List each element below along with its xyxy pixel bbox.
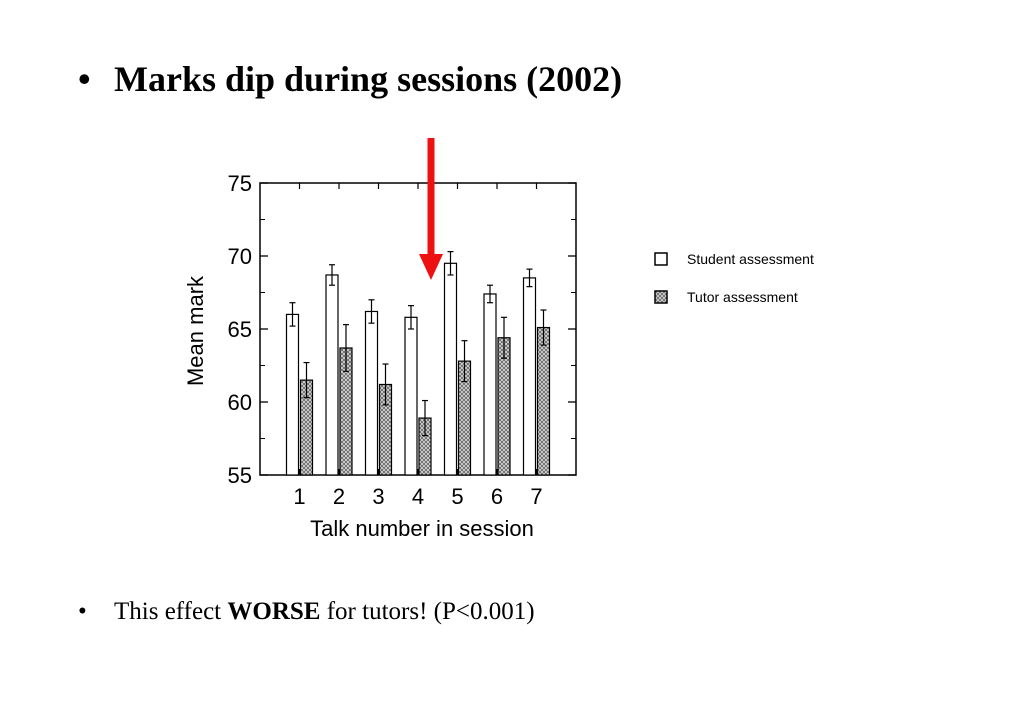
x-tick-label: 5	[451, 484, 463, 509]
slide-title: Marks dip during sessions (2002)	[114, 59, 623, 99]
x-axis-label: Talk number in session	[310, 516, 534, 541]
x-tick-label: 7	[530, 484, 542, 509]
note-bullet: • This effect WORSE for tutors! (P<0.001…	[78, 598, 535, 626]
x-tick-label: 3	[372, 484, 384, 509]
legend-swatch-tutor	[654, 290, 668, 304]
legend-label-tutor: Tutor assessment	[687, 289, 798, 305]
bar-student	[443, 262, 458, 476]
bullet-marker: •	[78, 598, 87, 625]
title-bullet: • Marks dip during sessions (2002)	[78, 58, 622, 100]
x-tick-label: 4	[412, 484, 424, 509]
y-axis-label: Mean mark	[183, 275, 208, 386]
y-tick-label: 70	[228, 244, 252, 269]
bar-student	[404, 316, 418, 476]
note-prefix: This effect	[114, 598, 228, 625]
legend-swatch-student	[654, 252, 668, 266]
note-suffix: for tutors! (P<0.001)	[320, 598, 535, 625]
x-tick-label: 1	[293, 484, 305, 509]
x-tick-label: 2	[333, 484, 345, 509]
x-tick-label: 6	[491, 484, 503, 509]
bar-student	[483, 293, 497, 476]
highlight-arrow	[419, 138, 443, 280]
bar-student	[522, 277, 537, 476]
y-tick-label: 55	[228, 463, 252, 488]
note-text: This effect WORSE for tutors! (P<0.001)	[114, 598, 535, 626]
bar-tutor	[536, 326, 551, 476]
bullet-marker: •	[78, 59, 91, 99]
chart-legend: Student assessment Tutor assessment	[654, 251, 814, 305]
bar-student	[364, 310, 379, 476]
y-tick-label: 75	[228, 171, 252, 196]
arrow-shaft	[427, 138, 435, 256]
bar-student	[285, 313, 300, 476]
bar-student	[325, 274, 339, 476]
arrow-head	[419, 254, 443, 280]
note-emphasis: WORSE	[227, 598, 321, 625]
y-tick-label: 60	[228, 390, 252, 415]
legend-label-student: Student assessment	[687, 251, 814, 267]
y-tick-label: 65	[228, 317, 252, 342]
